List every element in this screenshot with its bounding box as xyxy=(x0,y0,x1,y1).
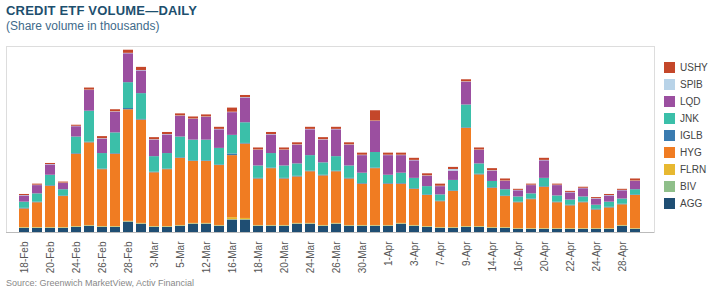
html-text:IGLB: IGLB xyxy=(680,129,703,141)
svg-text:16-Mar: 16-Mar xyxy=(227,241,238,273)
html-text:JNK: JNK xyxy=(680,112,699,124)
svg-text:20-Mar: 20-Mar xyxy=(279,241,290,273)
svg-text:1-Apr: 1-Apr xyxy=(383,241,394,266)
svg-text:3-Apr: 3-Apr xyxy=(409,241,420,266)
svg-text:24-Mar: 24-Mar xyxy=(305,241,316,273)
html-text:(Share volume in thousands): (Share volume in thousands) xyxy=(6,19,160,33)
html-text:AGG: AGG xyxy=(680,197,703,209)
svg-text:22-Apr: 22-Apr xyxy=(565,241,576,272)
html-text:HYG: HYG xyxy=(680,146,702,158)
svg-text:26-Mar: 26-Mar xyxy=(331,241,342,273)
svg-text:7-Apr: 7-Apr xyxy=(435,241,446,266)
svg-text:28-Apr: 28-Apr xyxy=(617,241,628,272)
svg-text:20-Feb: 20-Feb xyxy=(45,241,56,273)
html-text:SPIB: SPIB xyxy=(680,78,703,90)
svg-text:24-Feb: 24-Feb xyxy=(71,241,82,273)
html-text:BIV: BIV xyxy=(680,180,697,192)
svg-text:30-Mar: 30-Mar xyxy=(357,241,368,273)
svg-text:12-Mar: 12-Mar xyxy=(201,241,212,273)
svg-text:5-Mar: 5-Mar xyxy=(175,241,186,268)
svg-text:18-Feb: 18-Feb xyxy=(19,241,30,273)
html-text:Source: Greenwich MarketView,: Source: Greenwich MarketView, Activ Fina… xyxy=(6,278,194,288)
html-text:FLRN: FLRN xyxy=(680,163,707,175)
svg-text:9-Apr: 9-Apr xyxy=(461,241,472,266)
svg-text:24-Apr: 24-Apr xyxy=(591,241,602,272)
html-text:USHY: USHY xyxy=(680,61,708,73)
svg-text:16-Apr: 16-Apr xyxy=(513,241,524,272)
html-text:LQD: LQD xyxy=(680,95,701,107)
html-text:CREDIT ETF VOLUME—DAILY: CREDIT ETF VOLUME—DAILY xyxy=(6,3,198,18)
svg-text:28-Feb: 28-Feb xyxy=(123,241,134,273)
svg-text:14-Apr: 14-Apr xyxy=(487,241,498,272)
svg-text:26-Feb: 26-Feb xyxy=(97,241,108,273)
svg-text:18-Mar: 18-Mar xyxy=(253,241,264,273)
svg-text:3-Mar: 3-Mar xyxy=(149,241,160,268)
svg-text:20-Apr: 20-Apr xyxy=(539,241,550,272)
